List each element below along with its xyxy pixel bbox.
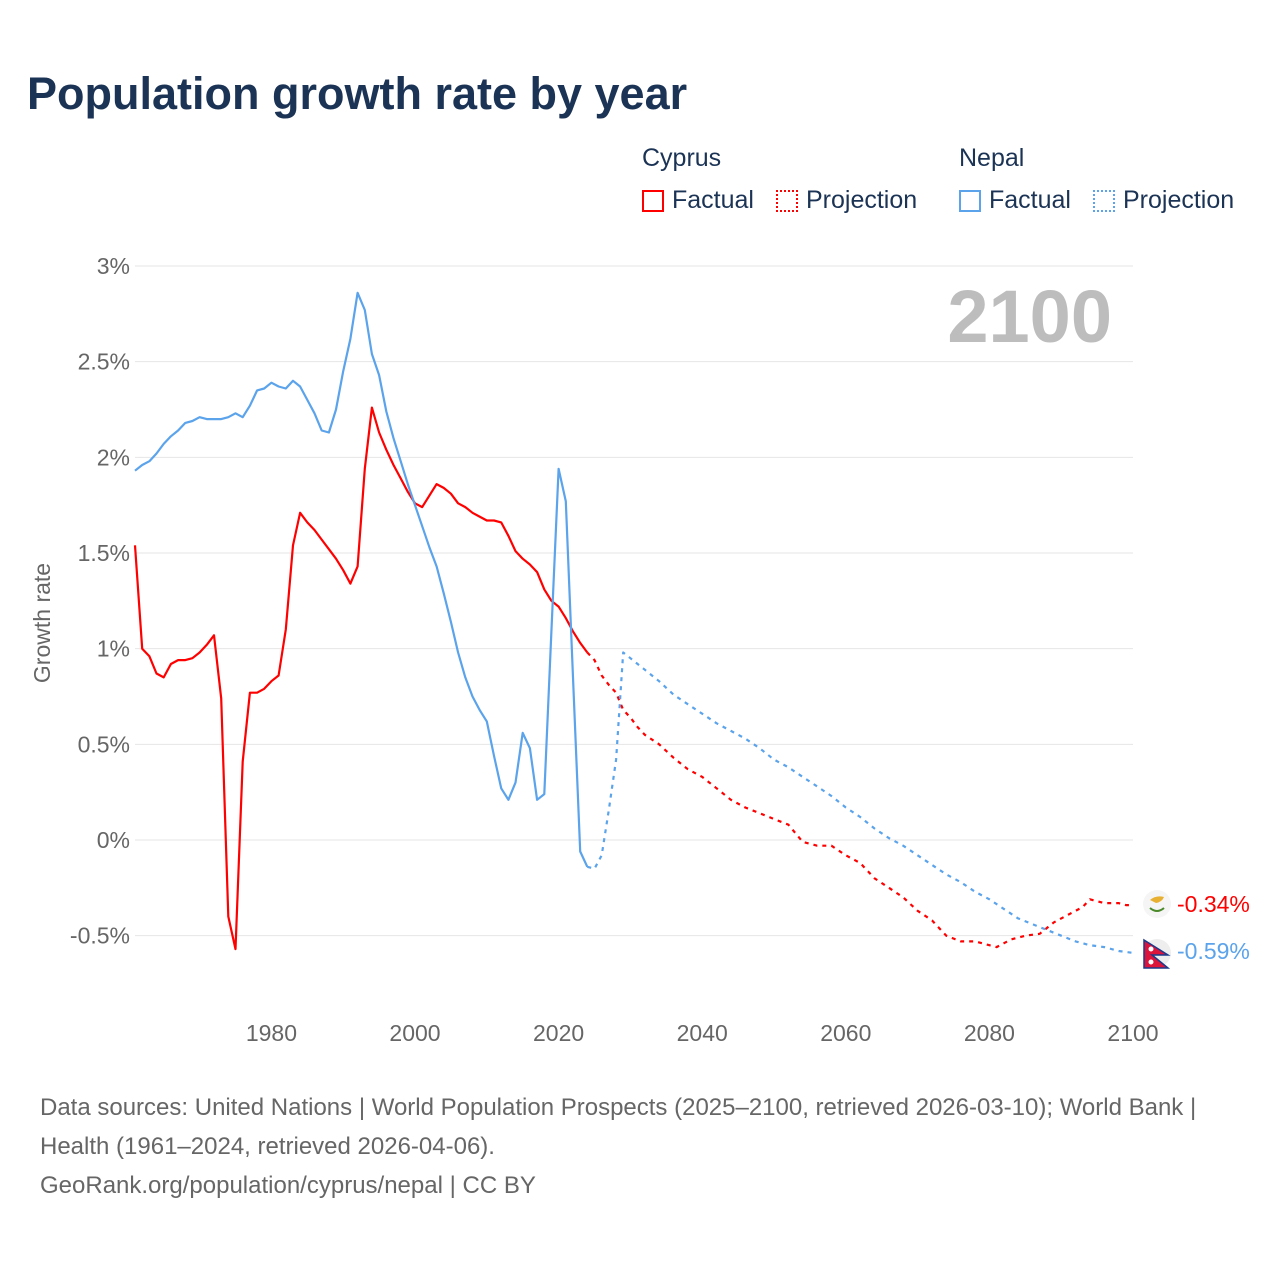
x-tick-label: 2080 xyxy=(964,1020,1015,1046)
legend-swatch-solid xyxy=(959,189,981,212)
cyprus-flag-icon xyxy=(1143,890,1171,918)
legend-cyprus-projection[interactable]: Projection xyxy=(776,186,917,215)
legend-swatch-dotted xyxy=(776,189,798,212)
cyprus-factual-line xyxy=(133,406,589,951)
x-tick-label: 2020 xyxy=(533,1020,584,1046)
legend-label: Factual xyxy=(672,186,754,214)
x-tick-label: 2060 xyxy=(820,1020,871,1046)
legend-cyprus-factual[interactable]: Factual xyxy=(642,186,754,215)
legend-nepal-projection[interactable]: Projection xyxy=(1093,186,1234,215)
legend-label: Projection xyxy=(1123,186,1235,214)
page-title: Population growth rate by year xyxy=(27,68,688,119)
x-tick-label: 2040 xyxy=(677,1020,728,1046)
x-tick-label: 1980 xyxy=(246,1020,297,1046)
y-tick-label: -0.5% xyxy=(70,923,130,949)
footer-sources: Data sources: United Nations | World Pop… xyxy=(40,1094,1197,1160)
nepal-factual-line xyxy=(134,291,589,868)
legend-label: Projection xyxy=(806,186,918,214)
x-tick-label: 2000 xyxy=(389,1020,440,1046)
x-tick-label: 2100 xyxy=(1107,1020,1158,1046)
y-tick-label: 2% xyxy=(97,444,130,470)
nepal-flag-icon xyxy=(1143,938,1171,969)
cyprus-end-value: -0.34% xyxy=(1177,891,1250,917)
y-tick-label: 0.5% xyxy=(78,731,130,757)
nepal-projection-line xyxy=(587,651,1134,954)
legend-swatch-solid xyxy=(642,189,664,212)
nepal-end-value: -0.59% xyxy=(1177,938,1250,964)
legend-label: Factual xyxy=(989,186,1071,214)
y-axis-label: Growth rate xyxy=(29,563,55,683)
legend-group-nepal: Nepal xyxy=(959,144,1025,172)
y-tick-label: 3% xyxy=(97,253,130,279)
y-tick-label: 0% xyxy=(97,827,130,853)
y-tick-label: 1% xyxy=(97,636,130,662)
legend-group-cyprus: Cyprus xyxy=(642,144,722,172)
y-tick-label: 2.5% xyxy=(78,349,130,375)
legend-swatch-dotted xyxy=(1093,189,1115,212)
legend-nepal-factual[interactable]: Factual xyxy=(959,186,1071,215)
cyprus-projection-line xyxy=(586,651,1133,949)
year-watermark: 2100 xyxy=(947,275,1112,358)
footer-link[interactable]: GeoRank.org/population/cyprus/nepal | CC… xyxy=(40,1172,536,1199)
y-tick-label: 1.5% xyxy=(78,540,130,566)
footer: Data sources: United Nations | World Pop… xyxy=(40,1088,1240,1205)
